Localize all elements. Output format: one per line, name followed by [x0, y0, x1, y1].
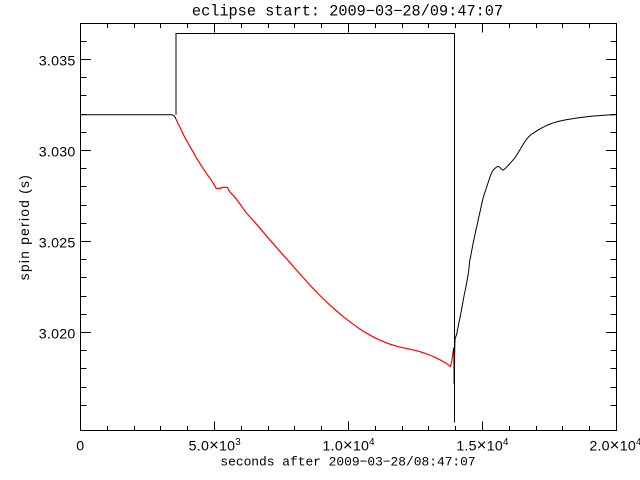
- svg-text:5.0×103: 5.0×103: [189, 436, 242, 454]
- svg-text:1.0×104: 1.0×104: [323, 436, 376, 454]
- svg-text:eclipse start: 2009−03−28/09:4: eclipse start: 2009−03−28/09:47:07: [192, 2, 503, 20]
- svg-text:3.030: 3.030: [39, 144, 76, 160]
- svg-text:3.035: 3.035: [39, 53, 76, 69]
- svg-text:3.025: 3.025: [39, 235, 76, 251]
- svg-text:seconds after 2009−03−28/08:47: seconds after 2009−03−28/08:47:07: [220, 454, 475, 469]
- svg-text:3.020: 3.020: [39, 326, 76, 342]
- svg-text:0: 0: [76, 438, 84, 454]
- svg-text:2.0×104: 2.0×104: [589, 436, 640, 454]
- svg-text:spin period (s): spin period (s): [17, 174, 32, 280]
- svg-text:1.5×104: 1.5×104: [456, 436, 509, 454]
